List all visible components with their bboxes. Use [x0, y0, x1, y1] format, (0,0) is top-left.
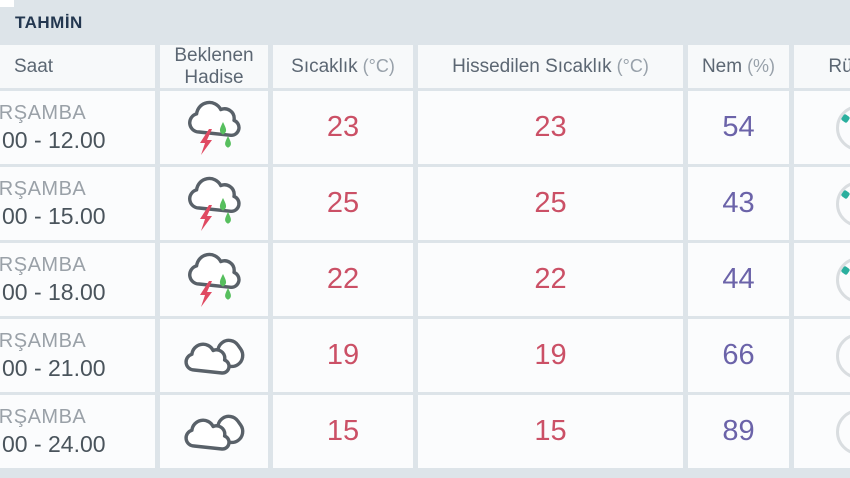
table-row-3-feels-like: 22	[418, 243, 683, 316]
table-row-1-condition	[160, 91, 268, 164]
day-label: ÇARŞAMBA	[0, 329, 87, 352]
table-row-5-humidity: 89	[688, 395, 789, 468]
table-row-1-time: ÇARŞAMBA 09.00 - 12.00	[0, 91, 155, 164]
table-row-1-feels-like: 23	[418, 91, 683, 164]
sicaklik-unit: (°C)	[362, 56, 395, 77]
table-row-3-condition	[160, 243, 268, 316]
table-row-5-temperature: 15	[273, 395, 413, 468]
table-row-3-time: ÇARŞAMBA 15.00 - 18.00	[0, 243, 155, 316]
column-header-hissedilen-sicaklik: Hissedilen Sıcaklık (°C)	[418, 45, 683, 88]
table-row-2-time: ÇARŞAMBA 12.00 - 15.00	[0, 167, 155, 240]
table-row-2-humidity: 43	[688, 167, 789, 240]
nem-unit: (%)	[747, 56, 776, 77]
table-row-1-temperature: 23	[273, 91, 413, 164]
time-range: 15.00 - 18.00	[0, 278, 106, 305]
table-row-5-condition	[160, 395, 268, 468]
wind-direction-dial	[836, 104, 850, 151]
time-range: 09.00 - 12.00	[0, 126, 106, 153]
table-row-5-feels-like: 15	[418, 395, 683, 468]
table-row-1-humidity: 54	[688, 91, 789, 164]
table-row-2-wind	[794, 167, 850, 240]
table-row-2-condition	[160, 167, 268, 240]
column-header-ruzgar: Rüzgar	[794, 45, 850, 88]
wind-direction-marker	[840, 189, 850, 199]
column-header-sicaklik: Sıcaklık (°C)	[273, 45, 413, 88]
table-row-5-time: ÇARŞAMBA 21.00 - 24.00	[0, 395, 155, 468]
wind-direction-dial	[836, 332, 850, 379]
table-row-4-humidity: 66	[688, 319, 789, 392]
day-label: ÇARŞAMBA	[0, 177, 87, 200]
cloudy-icon	[184, 338, 245, 375]
time-range: 21.00 - 24.00	[0, 430, 106, 457]
table-row-4-time: ÇARŞAMBA 18.00 - 21.00	[0, 319, 155, 392]
table-row-4-feels-like: 19	[418, 319, 683, 392]
table-row-5-wind	[794, 395, 850, 468]
column-header-nem: Nem (%)	[688, 45, 789, 88]
corner-chip	[0, 0, 14, 7]
thunderstorm-rain-icon	[188, 100, 241, 155]
cloudy-icon	[184, 414, 245, 451]
wind-direction-marker	[840, 265, 850, 275]
wind-direction-dial	[836, 180, 850, 227]
thunderstorm-rain-icon	[188, 252, 241, 307]
wind-direction-marker	[840, 113, 850, 123]
forecast-table: Saat Beklenen Hadise Sıcaklık (°C) Hissed…	[0, 45, 850, 468]
time-range: 12.00 - 15.00	[0, 202, 106, 229]
day-label: ÇARŞAMBA	[0, 405, 87, 428]
table-row-4-temperature: 19	[273, 319, 413, 392]
hissedilen-unit: (°C)	[616, 56, 649, 77]
table-row-3-humidity: 44	[688, 243, 789, 316]
table-row-2-feels-like: 25	[418, 167, 683, 240]
thunderstorm-rain-icon	[188, 176, 241, 231]
day-label: ÇARŞAMBA	[0, 101, 87, 124]
table-row-1-wind	[794, 91, 850, 164]
table-row-3-temperature: 22	[273, 243, 413, 316]
section-header: TAHMİN	[0, 0, 850, 45]
table-row-2-temperature: 25	[273, 167, 413, 240]
page-title: TAHMİN	[15, 12, 83, 32]
day-label: ÇARŞAMBA	[0, 253, 87, 276]
table-row-4-condition	[160, 319, 268, 392]
table-row-3-wind	[794, 243, 850, 316]
table-row-4-wind	[794, 319, 850, 392]
time-range: 18.00 - 21.00	[0, 354, 106, 381]
wind-direction-dial	[836, 256, 850, 303]
column-header-beklenen-hadise: Beklenen Hadise	[160, 45, 268, 88]
column-header-saat: Saat	[0, 45, 155, 88]
wind-direction-dial	[836, 408, 850, 455]
